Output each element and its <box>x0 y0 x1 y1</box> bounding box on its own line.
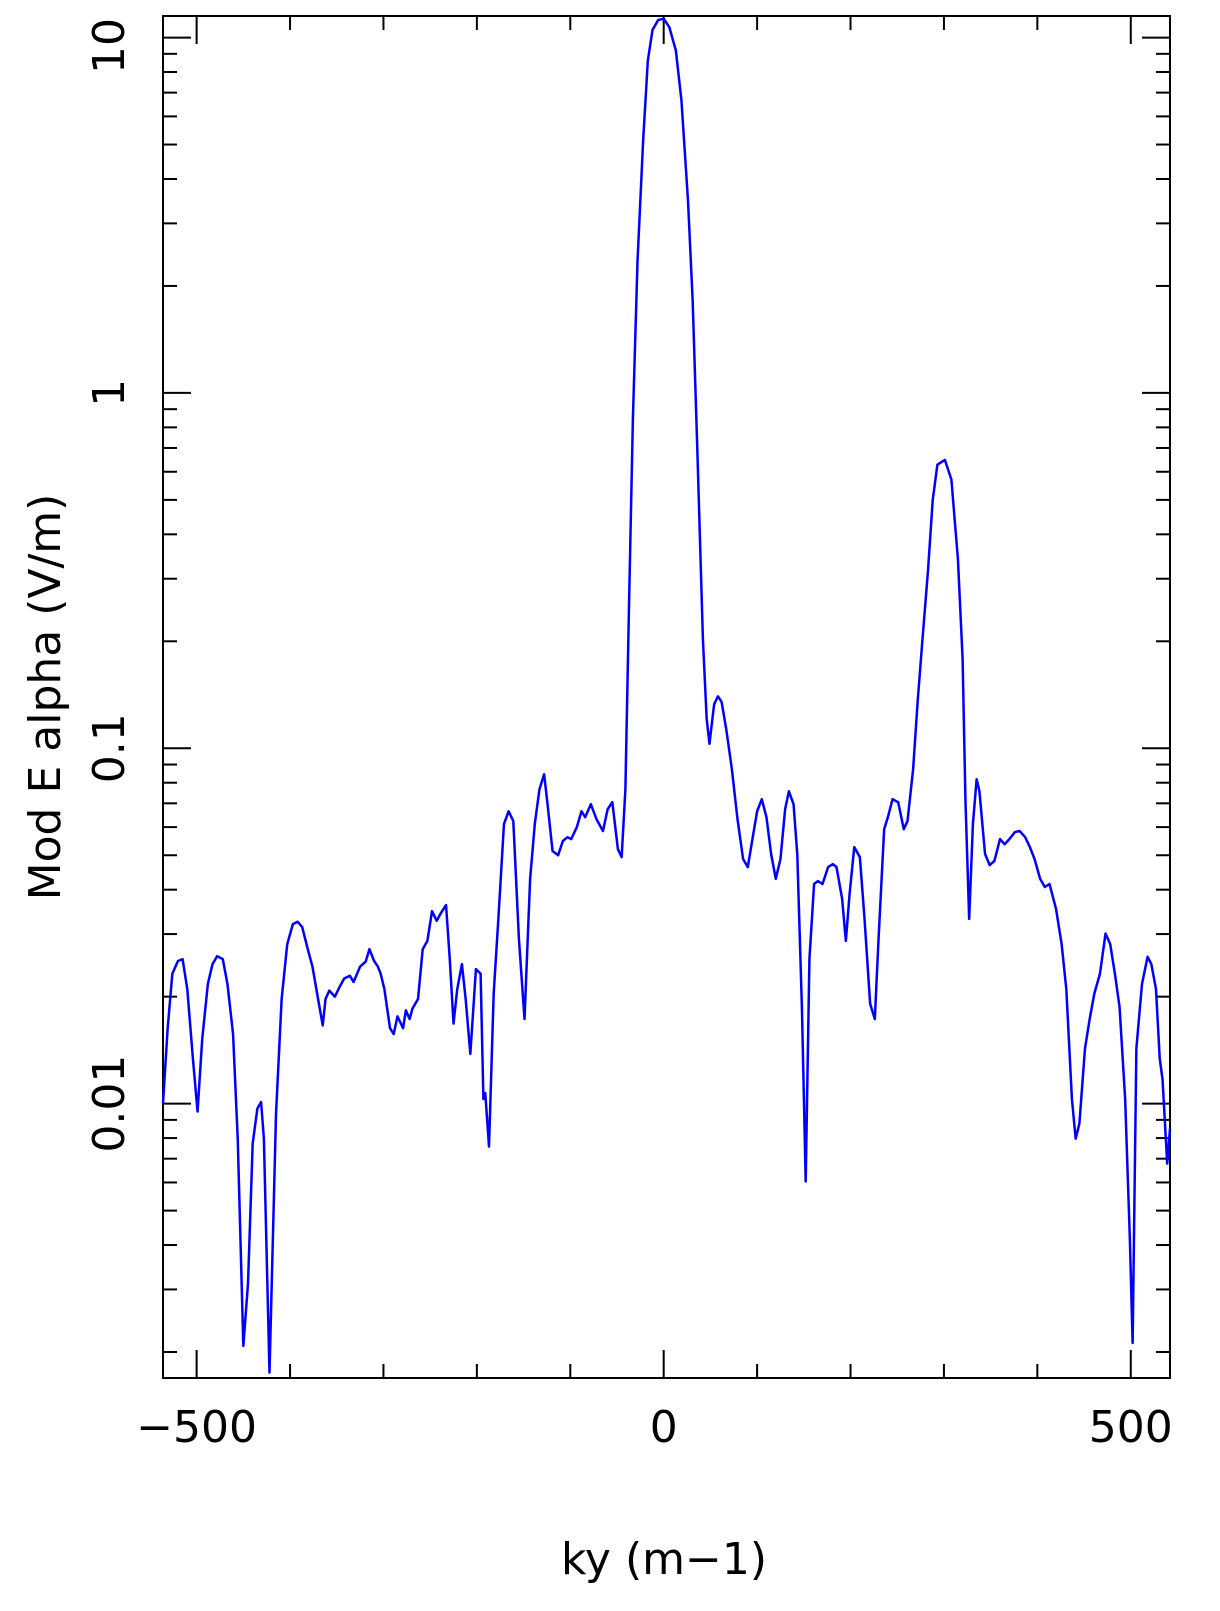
plot-frame <box>162 15 1171 1379</box>
y-tick-label: 10 <box>84 18 135 74</box>
y-axis-label: Mod E alpha (V/m) <box>20 494 71 901</box>
x-tick-label: 0 <box>650 1402 678 1453</box>
y-tick-label: 0.01 <box>84 1055 135 1153</box>
x-axis-label: ky (m−1) <box>561 1534 767 1585</box>
y-tick-label: 0.1 <box>84 713 135 783</box>
x-tick-label: 500 <box>1089 1402 1173 1453</box>
data-line <box>161 17 1172 1374</box>
y-tick-label: 1 <box>84 379 135 407</box>
x-tick-label: −500 <box>136 1402 257 1453</box>
